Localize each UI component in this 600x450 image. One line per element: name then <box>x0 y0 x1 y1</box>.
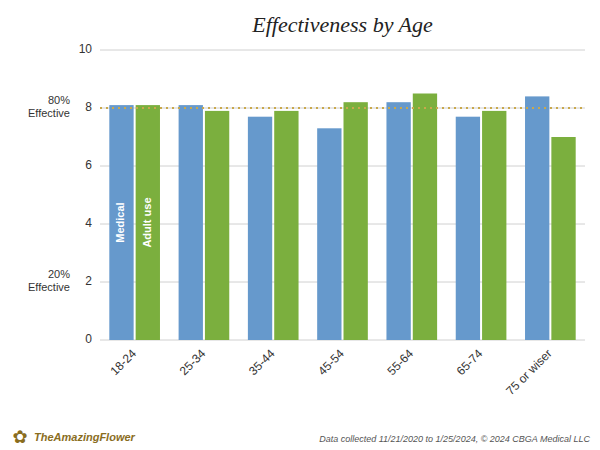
y-tick-label: 6 <box>85 158 92 172</box>
x-tick-label: 45-54 <box>315 346 347 378</box>
x-tick-label: 35-44 <box>246 346 278 378</box>
x-tick-label: 55-64 <box>385 346 417 378</box>
series-label: Medical <box>114 202 126 242</box>
y-tick-label: 2 <box>85 274 92 288</box>
grid-line <box>100 166 585 167</box>
y-tick-label: 0 <box>85 332 92 346</box>
grid-line <box>100 224 585 225</box>
y-tick-label: 4 <box>85 216 92 230</box>
bar <box>386 102 410 340</box>
bar <box>482 111 506 340</box>
bar <box>525 96 549 340</box>
y-tick-label: 10 <box>79 42 93 56</box>
annotation: 80%Effective <box>28 94 70 119</box>
chart: 0 2 4 6 8 10 Medical Adult use 18-24 25-34 35-44 45… <box>0 0 600 450</box>
title: Effectiveness by Age <box>251 12 433 37</box>
grid-line <box>100 340 585 341</box>
bars <box>109 94 575 341</box>
bar <box>248 117 272 340</box>
grid-line <box>100 50 585 51</box>
grid <box>100 50 585 340</box>
bar <box>456 117 480 340</box>
bar <box>317 128 341 340</box>
reference-line <box>100 107 585 109</box>
logo-text: TheAmazingFlower <box>34 431 136 443</box>
bar <box>551 137 575 340</box>
grid-line <box>100 282 585 283</box>
grid-line <box>100 108 585 109</box>
series-label: Adult use <box>141 197 153 247</box>
annotation-line: 80% <box>48 94 70 106</box>
logo-symbol: ✿ <box>12 426 27 447</box>
footnote: Data collected 11/21/2020 to 1/25/2024, … <box>319 434 590 444</box>
bar <box>205 111 229 340</box>
y-tick-label: 8 <box>85 100 92 114</box>
bar <box>413 94 437 341</box>
x-tick-label: 25-34 <box>177 346 209 378</box>
annotation-line: 20% <box>48 268 70 280</box>
bar <box>179 105 203 340</box>
bar <box>136 105 160 340</box>
x-tick-label: 18-24 <box>107 346 139 378</box>
bar <box>109 105 133 340</box>
x-tick-label: 65-74 <box>454 346 486 378</box>
annotation-line: Effective <box>28 107 70 119</box>
x-tick-label: 75 or wiser <box>503 346 554 397</box>
bar <box>274 111 298 340</box>
annotation: 20%Effective <box>28 268 70 293</box>
annotation-line: Effective <box>28 281 70 293</box>
bar <box>344 102 368 340</box>
